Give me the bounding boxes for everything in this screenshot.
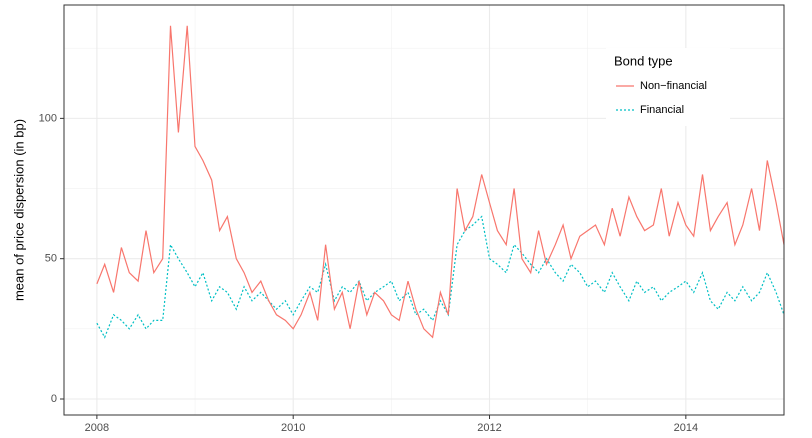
y-axis-label: mean of price dispersion (in bp): [11, 119, 26, 301]
y-tick-label: 0: [51, 393, 57, 405]
legend-label: Non−financial: [640, 80, 707, 92]
x-tick-label: 2012: [477, 422, 501, 434]
legend-label: Financial: [640, 104, 684, 116]
x-tick-label: 2010: [281, 422, 305, 434]
x-tick-label: 2014: [674, 422, 698, 434]
y-tick-label: 50: [45, 253, 57, 265]
legend-box: [606, 48, 730, 126]
data-line: [96, 25, 785, 339]
legend-title: Bond type: [614, 53, 673, 68]
x-tick-label: 2008: [85, 422, 109, 434]
y-tick-label: 100: [39, 112, 57, 124]
data-line: [96, 215, 785, 339]
panel-border: [63, 4, 785, 416]
